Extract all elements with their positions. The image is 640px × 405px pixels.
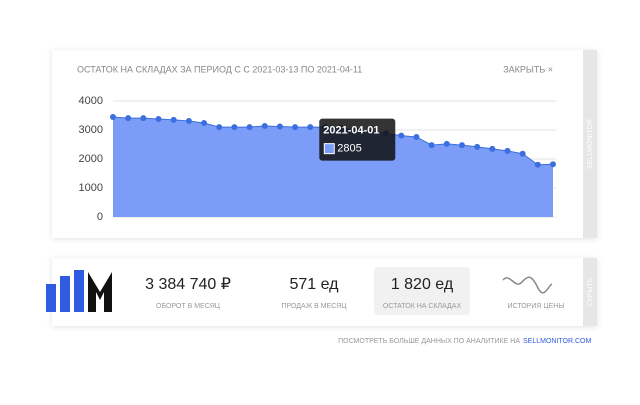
tooltip: 2021-04-01 2805 <box>319 118 396 161</box>
sparkline-label: ИСТОРИЯ ЦЕНЫ <box>507 303 564 310</box>
point <box>155 115 162 122</box>
footer-text: ПОСМОТРЕТЬ БОЛЬШЕ ДАННЫХ ПО АНАЛИТИКЕ НА <box>338 338 520 345</box>
point <box>550 161 556 168</box>
hide-button[interactable]: СКРЫТЬ <box>587 277 594 306</box>
point <box>276 123 283 130</box>
point <box>519 150 526 157</box>
y-tick-label: 3000 <box>79 124 103 136</box>
stat-value: 1 820 ед <box>391 276 454 293</box>
point <box>428 142 435 149</box>
point <box>170 116 177 123</box>
area <box>113 116 553 217</box>
point <box>216 124 223 131</box>
point <box>398 132 405 139</box>
point <box>261 122 268 129</box>
side-strip <box>583 258 597 326</box>
close-button[interactable]: ЗАКРЫТЬ × <box>503 64 553 74</box>
point <box>125 115 132 122</box>
stat-value: 3 384 740 ₽ <box>145 276 231 293</box>
point <box>413 133 420 140</box>
point <box>201 120 208 127</box>
point <box>185 118 192 125</box>
point <box>307 124 314 131</box>
point <box>231 124 238 131</box>
stat-highlight <box>374 267 470 315</box>
stat-label: ПРОДАЖ В МЕСЯЦ <box>281 303 347 310</box>
point <box>474 143 481 150</box>
stat-label: ОСТАТОК НА СКЛАДАХ <box>383 303 462 310</box>
point <box>458 142 465 149</box>
point <box>504 147 511 154</box>
point <box>534 161 541 168</box>
y-tick-label: 1000 <box>79 182 103 194</box>
logo <box>46 270 112 312</box>
point <box>489 145 496 152</box>
tooltip-swatch <box>323 143 335 155</box>
y-tick-label: 2000 <box>79 153 103 165</box>
side-label: SELLMONITOR <box>587 119 594 169</box>
point <box>140 115 147 122</box>
footer-link[interactable]: SELLMONITOR.COM <box>523 338 591 345</box>
side-strip <box>583 50 597 238</box>
tooltip-title: 2021-04-01 <box>323 125 379 137</box>
chart-title: ОСТАТОК НА СКЛАДАХ ЗА ПЕРИОД С С 2021-03… <box>77 64 362 74</box>
point <box>292 124 299 131</box>
stats-card <box>52 258 597 326</box>
y-tick-label: 4000 <box>79 95 103 107</box>
point <box>443 140 450 147</box>
tooltip-box <box>319 118 396 161</box>
tooltip-value: 2805 <box>337 143 361 155</box>
point <box>246 124 253 131</box>
y-tick-label: 0 <box>97 211 103 223</box>
stat-value: 571 ед <box>289 276 339 293</box>
point <box>110 113 116 120</box>
price-sparkline[interactable] <box>502 276 553 294</box>
stat-label: ОБОРОТ В МЕСЯЦ <box>156 303 221 310</box>
